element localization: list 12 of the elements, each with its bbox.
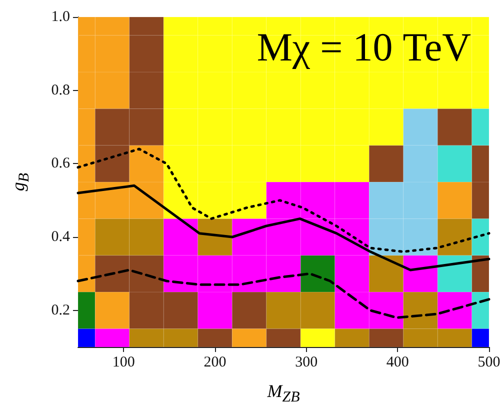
y-tick-label: 0.6 xyxy=(51,156,70,172)
x-tick-label: 200 xyxy=(204,354,226,370)
y-tick-label: 0.4 xyxy=(51,229,70,245)
x-tick-label: 300 xyxy=(295,354,318,370)
x-tick-label: 100 xyxy=(112,354,135,370)
annotation: Mχ = 10 TeV xyxy=(256,24,472,70)
x-tick-label: 400 xyxy=(386,354,409,370)
y-tick-label: 1.0 xyxy=(51,9,70,25)
line-series xyxy=(76,268,490,319)
y-tick-label: 0.2 xyxy=(51,302,70,318)
y-tick-label: 0.8 xyxy=(51,82,70,98)
x-tick-label: 500 xyxy=(478,354,500,370)
